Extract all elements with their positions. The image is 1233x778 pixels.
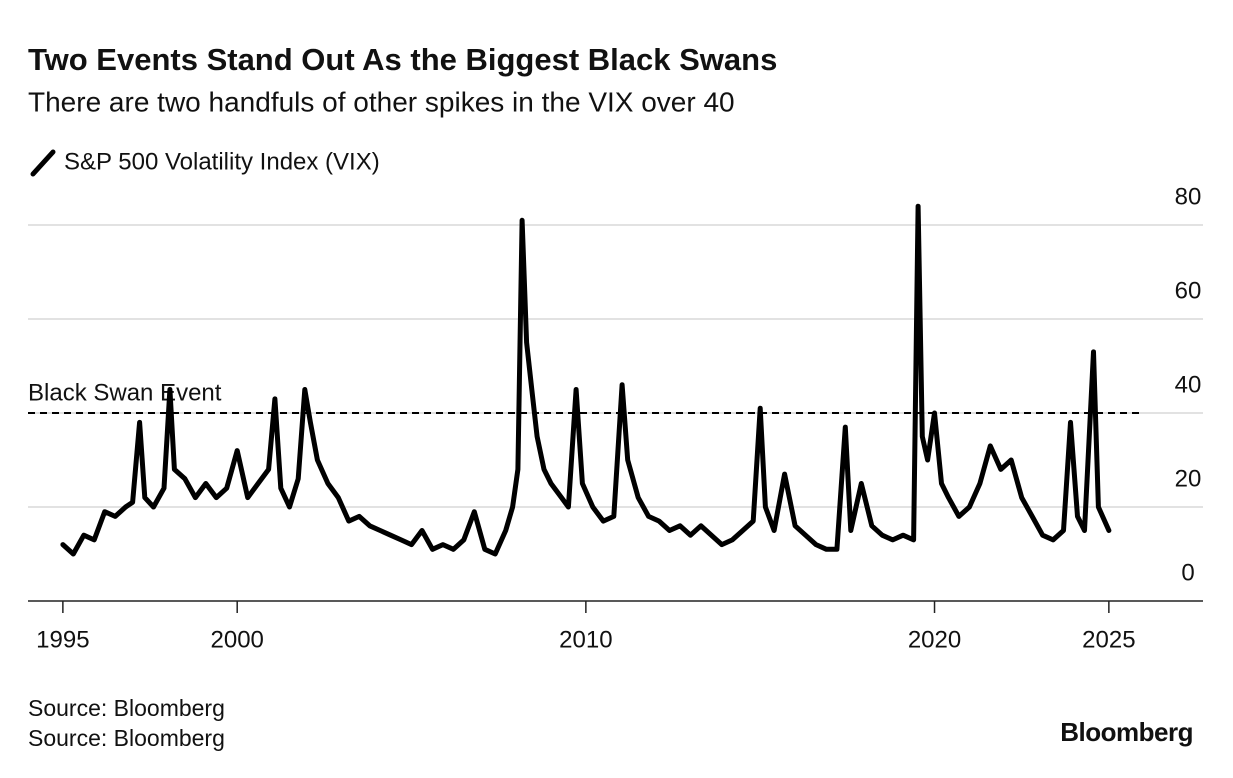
x-tick-label: 2020 xyxy=(908,626,961,653)
legend-label: S&P 500 Volatility Index (VIX) xyxy=(64,148,380,175)
y-tick-label: 20 xyxy=(1175,465,1202,492)
x-tick-label: 2025 xyxy=(1082,626,1135,653)
chart-subtitle: There are two handfuls of other spikes i… xyxy=(28,86,735,117)
vix-line xyxy=(60,203,1112,557)
y-tick-label: 0 xyxy=(1181,559,1194,586)
threshold-label: Black Swan Event xyxy=(28,379,222,406)
brand-logo: Bloomberg xyxy=(1060,717,1193,747)
source: Source: Bloomberg xyxy=(28,725,225,751)
chart-title: Two Events Stand Out As the Biggest Blac… xyxy=(28,42,777,77)
y-tick-label: 40 xyxy=(1175,371,1202,398)
x-tick-label: 2000 xyxy=(211,626,264,653)
source: Source: Bloomberg xyxy=(28,695,225,721)
y-tick-label: 80 xyxy=(1175,183,1202,210)
x-tick-label: 1995 xyxy=(36,626,89,653)
y-tick-label: 60 xyxy=(1175,277,1202,304)
x-tick-label: 2010 xyxy=(559,626,612,653)
legend-swatch xyxy=(30,149,56,177)
